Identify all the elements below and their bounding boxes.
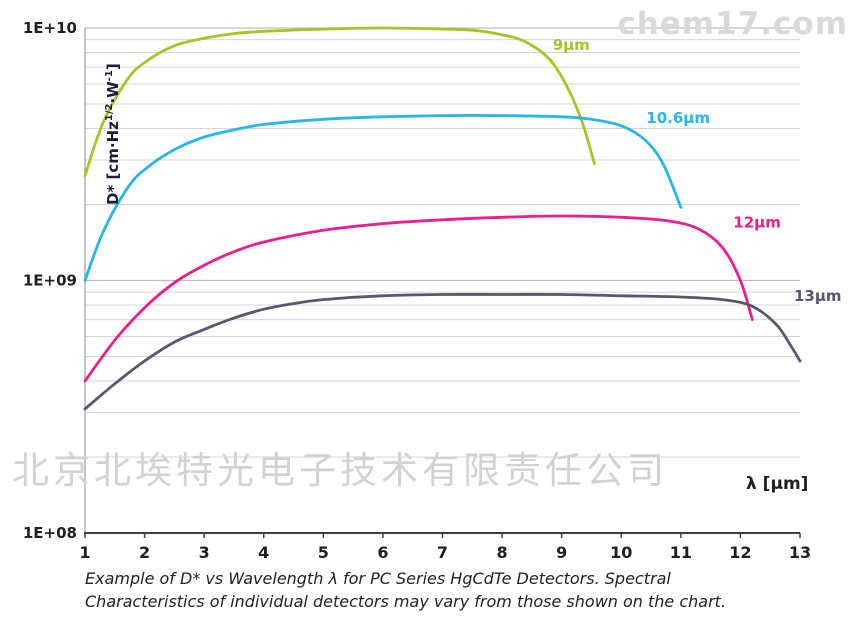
series-label-12μm: 12μm [733,214,781,232]
series-curve-13μm [83,293,802,411]
x-tick-label: 7 [437,543,448,562]
y-tick-label: 1E+08 [23,524,77,542]
x-tick-label: 10 [610,543,632,562]
y-tick-label: 1E+09 [23,272,77,290]
series-label-10.6μm: 10.6μm [646,109,710,127]
x-axis-title: λ [μm] [746,474,809,494]
y-axis-title-sup2: -1 [104,70,115,82]
y-axis-title-end: ] [104,63,122,71]
figure-caption: Example of D* vs Wavelength λ for PC Ser… [85,569,727,611]
x-tick-label: 11 [670,543,692,562]
x-tick-label: 2 [139,543,150,562]
y-tick-label: 1E+10 [23,19,77,37]
x-tick-label: 9 [556,543,567,562]
y-axis-title: D* [cm·Hz1/2·W-1] [104,63,122,205]
y-axis-title-sup1: 1/2 [104,103,115,122]
series-label-13μm: 13μm [794,287,842,305]
x-tick-label: 8 [497,543,508,562]
x-tick-label: 3 [199,543,210,562]
x-tick-label: 12 [729,543,751,562]
series-label-9μm: 9μm [553,36,590,54]
x-tick-label: 4 [258,543,269,562]
y-axis-title-mid: ·W [104,81,122,104]
series-curve-10.6μm [83,114,683,282]
x-tick-label: 5 [318,543,329,562]
x-tick-label: 13 [789,543,811,562]
x-tick-label: 6 [377,543,388,562]
x-tick-label: 1 [79,543,90,562]
series-curve-12μm [83,214,754,383]
y-axis-title-text: D* [cm·Hz [104,121,122,205]
series-curve-9μm [83,26,596,178]
